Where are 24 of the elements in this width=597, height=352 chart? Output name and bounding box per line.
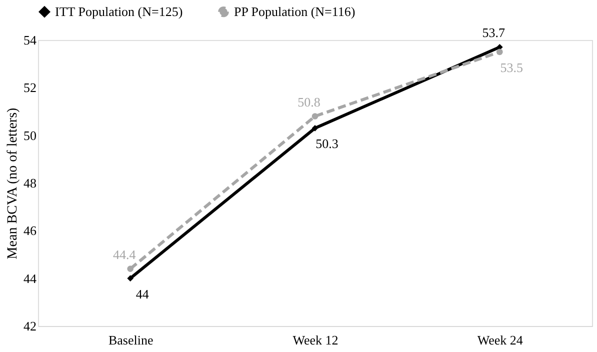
point [312,113,318,120]
data-label: 44.4 [112,246,136,262]
x-tick-label: Week 24 [477,332,524,348]
x-tick-label: Week 12 [292,332,338,348]
data-label: 53.5 [500,60,524,75]
point [312,125,318,132]
point [496,48,503,56]
y-tick-label: 52 [24,80,36,96]
point [127,275,134,282]
y-tick-label: 48 [24,176,36,190]
data-label: 50.3 [316,136,338,152]
data-label: 50.8 [298,94,320,110]
legend-label: PP Population (N=116) [234,4,356,19]
y-tick-label: 50 [24,128,36,143]
x-tick-label: Baseline [108,332,154,348]
y-tick-label: 46 [24,223,37,238]
y-tick-label: 42 [24,318,36,334]
y-axis-title: Mean BCVA (no of letters) [6,107,20,260]
point [127,266,134,272]
y-tick-label: 54 [24,32,37,48]
legend-label: ITT Population (N=125) [55,4,183,19]
data-label: 44 [136,286,150,302]
y-tick-label: 44 [24,270,37,286]
data-label: 53.7 [482,25,506,40]
